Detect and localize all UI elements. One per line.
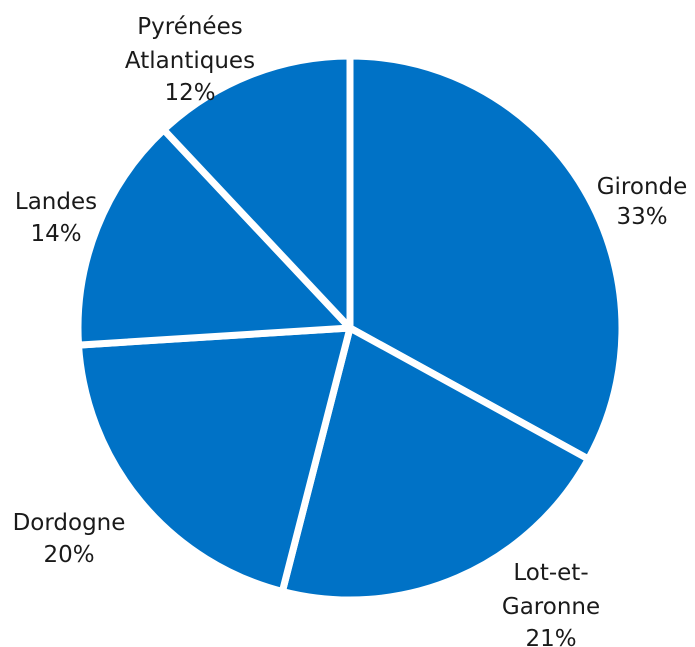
slice-gironde [346, 52, 626, 463]
value-landes: 14% [30, 221, 81, 247]
label-lot-et-garonne-line2: Garonne [502, 594, 600, 620]
label-pyrenees-atlantiques-line2: Atlantiques [125, 48, 255, 74]
slice-lot-et-garonne [278, 324, 592, 604]
label-gironde: Gironde [597, 174, 688, 200]
value-gironde: 33% [616, 204, 667, 230]
value-pyrenees-atlantiques: 12% [164, 80, 215, 106]
label-landes: Landes [15, 189, 97, 215]
label-gironde-name: Gironde [597, 174, 688, 200]
slice-dordogne [75, 324, 354, 595]
label-lot-et-garonne-line1: Lot-et- [513, 560, 588, 586]
label-pyrenees-atlantiques-line1: Pyrénées [137, 14, 242, 40]
slice-pyrenees-atlantiques [160, 52, 354, 332]
slice-landes [74, 126, 354, 349]
value-lot-et-garonne: 21% [525, 626, 576, 647]
value-dordogne: 20% [43, 542, 94, 568]
label-dordogne: Dordogne [13, 510, 126, 536]
pie-slices [74, 52, 626, 604]
